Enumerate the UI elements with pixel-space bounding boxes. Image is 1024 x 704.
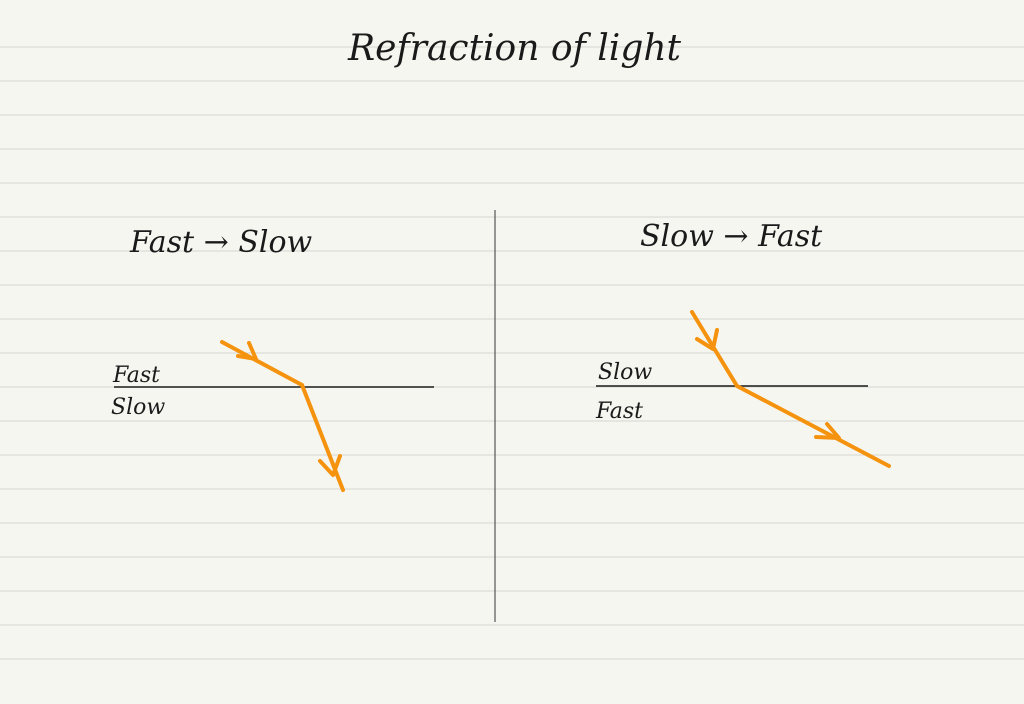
right-refracted-ray bbox=[735, 384, 891, 468]
left-label-top: Fast bbox=[112, 363, 160, 388]
right-label-top: Slow bbox=[598, 360, 652, 385]
right-refracted-arrowhead bbox=[814, 422, 841, 440]
left-incident-arrowhead bbox=[236, 341, 258, 361]
right-label-bottom: Fast bbox=[595, 399, 643, 424]
right-panel: Slow → Fast Slow Fast bbox=[595, 219, 891, 468]
left-refracted-arrowhead bbox=[318, 454, 342, 477]
left-refracted-ray bbox=[300, 383, 345, 492]
right-incident-arrowhead bbox=[695, 328, 719, 351]
left-incident-ray bbox=[220, 340, 304, 387]
right-heading: Slow → Fast bbox=[640, 219, 823, 254]
left-panel: Fast → Slow Fast Slow bbox=[111, 225, 434, 492]
left-label-bottom: Slow bbox=[111, 395, 165, 420]
left-heading: Fast → Slow bbox=[129, 225, 313, 260]
ruled-lines bbox=[0, 46, 1024, 660]
page-title: Refraction of light bbox=[347, 28, 682, 69]
